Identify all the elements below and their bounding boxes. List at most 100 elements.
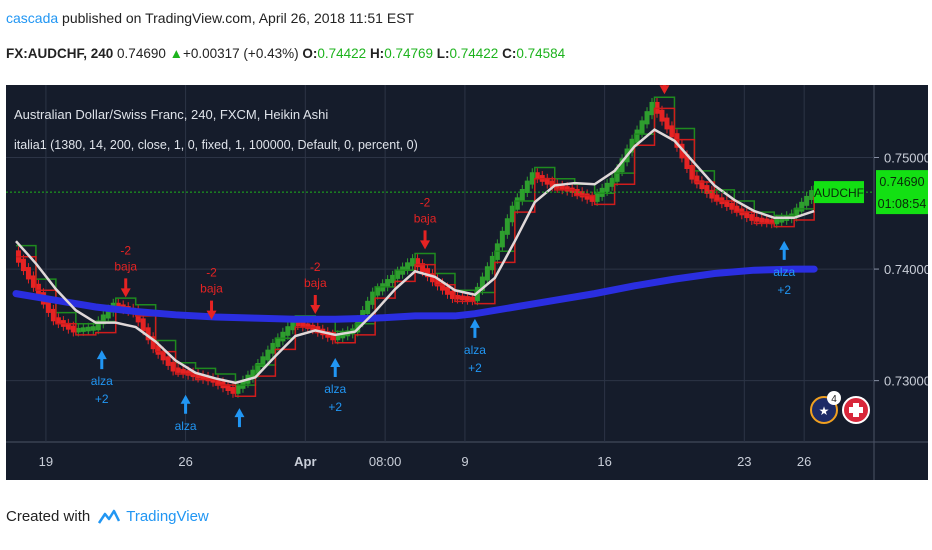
candle-body <box>185 370 191 376</box>
candle-body <box>809 190 815 200</box>
candle-body <box>165 356 171 366</box>
x-tick-label: 26 <box>797 454 811 469</box>
tradingview-brand[interactable]: TradingView <box>126 508 209 525</box>
candle-body <box>425 268 431 278</box>
candle-body <box>340 332 346 339</box>
swiss-cross-icon <box>849 403 863 417</box>
author-link[interactable]: cascada <box>6 10 59 26</box>
candle-body <box>464 296 470 301</box>
candle-body <box>544 177 550 185</box>
candle-body <box>180 368 186 375</box>
buy-arrow-icon <box>180 394 191 414</box>
candle-body <box>589 195 595 202</box>
signal-value: +2 <box>328 400 342 414</box>
candle-body <box>370 291 376 305</box>
candle-body <box>514 197 520 210</box>
candle-body <box>619 158 625 173</box>
signal-label: alza <box>464 343 486 357</box>
candle-body <box>70 325 76 333</box>
open-value: 0.74422 <box>317 46 367 61</box>
signal-value: -2 <box>206 266 217 280</box>
slow-ma-line <box>12 265 818 323</box>
candle-body <box>95 320 101 331</box>
candle-body <box>769 219 775 225</box>
candle-body <box>330 333 336 341</box>
candle-body <box>444 286 450 295</box>
candle-body <box>260 356 266 368</box>
candle-body <box>55 317 61 325</box>
close-value: 0.74584 <box>516 46 566 61</box>
signal-value: +2 <box>777 283 791 297</box>
badge-count: 4 <box>831 394 837 405</box>
x-tick-label: 08:00 <box>369 454 402 469</box>
candle-body <box>150 336 156 350</box>
candle-body <box>484 266 490 281</box>
candle-body <box>659 109 665 122</box>
close-label: C: <box>502 46 517 61</box>
candle-body <box>459 295 465 301</box>
candle-body <box>729 202 735 210</box>
candle-body <box>789 213 795 220</box>
candle-body <box>634 129 640 143</box>
candle-body <box>30 275 36 288</box>
chart-background <box>6 85 928 480</box>
candle-body <box>449 290 455 299</box>
candle-body <box>385 279 391 288</box>
footer: Created with TradingView <box>6 508 209 525</box>
sell-arrow-icon <box>206 300 217 320</box>
candle-body <box>489 255 495 271</box>
candle-body <box>420 263 426 273</box>
price-chart-svg[interactable]: 0.73000 0.74000 0.75000 19 26 Apr 08:00 9 16 23 26… <box>6 85 928 480</box>
price-change: +0.00317 (+0.43%) <box>183 46 299 61</box>
sell-arrow-icon <box>659 85 670 95</box>
candle-body <box>669 125 675 138</box>
candle-body <box>754 216 760 222</box>
candle-body <box>250 369 256 379</box>
chart-panel[interactable]: 0.73000 0.74000 0.75000 19 26 Apr 08:00 9 16 23 26… <box>6 85 928 480</box>
candle-body <box>155 345 161 355</box>
chart-title: Australian Dollar/Swiss Franc, 240, FXCM… <box>14 107 329 122</box>
candle-body <box>410 258 416 267</box>
candle-body <box>45 300 51 313</box>
candle-body <box>195 373 201 379</box>
candle-body <box>799 201 805 212</box>
candle-body <box>479 276 485 291</box>
y-tick-label: 0.74000 <box>884 262 928 277</box>
candle-body <box>469 296 475 302</box>
candle-body <box>405 262 411 271</box>
candle-body <box>734 205 740 213</box>
candle-body <box>609 177 615 187</box>
candle-body <box>439 282 445 291</box>
candle-body <box>85 326 91 332</box>
candle-body <box>280 331 286 342</box>
quote-bar: FX:AUDCHF, 240 0.74690 ▲+0.00317 (+0.43%… <box>6 46 565 61</box>
price-tag-box <box>876 170 928 215</box>
candle-body <box>215 378 221 386</box>
signal-label: baja <box>304 276 327 290</box>
candle-body <box>335 334 341 341</box>
candle-body <box>649 101 655 116</box>
candle-body <box>90 326 96 331</box>
candle-body <box>275 337 281 347</box>
price-tag-countdown: 01:08:54 <box>878 197 927 211</box>
candle-body <box>390 274 396 284</box>
fast-ma-line <box>15 128 815 385</box>
candle-body <box>285 326 291 336</box>
candle-body <box>454 294 460 300</box>
candle-body <box>240 379 246 389</box>
low-label: L: <box>436 46 450 61</box>
candle-body <box>774 218 780 225</box>
x-tick-label: 23 <box>737 454 751 469</box>
candle-body <box>794 207 800 218</box>
signal-value: -2 <box>420 195 431 209</box>
y-tick-label: 0.75000 <box>884 151 928 166</box>
candle-body <box>749 214 755 221</box>
candle-body <box>639 120 645 134</box>
signal-value: +2 <box>95 392 109 406</box>
candle-body <box>509 205 515 223</box>
candle-body <box>230 387 236 394</box>
candle-body <box>534 172 540 180</box>
buy-arrow-icon <box>469 318 480 338</box>
candle-body <box>435 278 441 287</box>
candle-body <box>779 216 785 223</box>
